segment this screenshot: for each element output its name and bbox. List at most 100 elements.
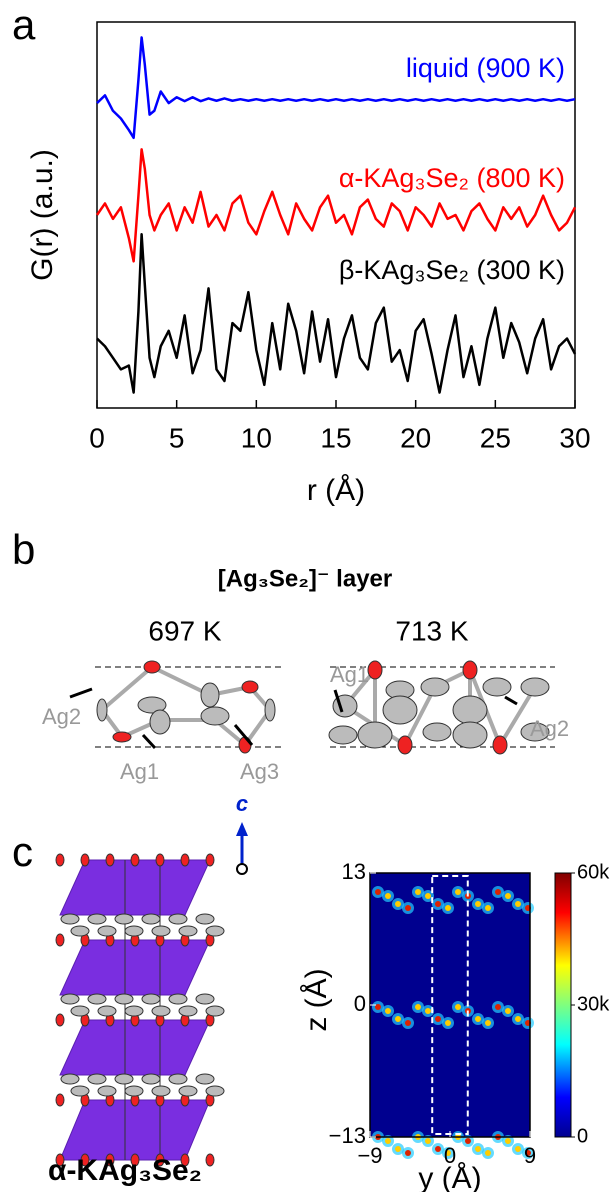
atom — [70, 1005, 90, 1017]
axis-arrow — [236, 822, 248, 836]
atom — [80, 853, 90, 867]
atom — [97, 925, 117, 937]
caption: α-KAg₃Se₂ — [48, 1154, 202, 1187]
atom-label: Ag2 — [42, 704, 81, 729]
atom — [195, 913, 215, 925]
atom — [205, 925, 225, 937]
density-core — [495, 889, 501, 895]
density-core — [445, 1020, 451, 1026]
atom — [114, 1073, 134, 1085]
data-line — [96, 36, 576, 140]
density-core — [515, 1146, 521, 1152]
atom — [97, 1085, 117, 1097]
x-tick-label: 9 — [524, 1143, 536, 1168]
atom — [124, 1085, 144, 1097]
series-label: α-KAg₃Se₂ (800 K) — [339, 163, 565, 193]
panel-label: c — [12, 828, 33, 875]
atom — [141, 913, 161, 925]
density-core — [445, 905, 451, 911]
density-core — [445, 1150, 451, 1156]
density-core — [485, 1150, 491, 1156]
x-tick-label: 25 — [480, 422, 511, 453]
atom — [180, 853, 190, 867]
atom — [87, 913, 107, 925]
density-core — [385, 893, 391, 899]
atom — [87, 1073, 107, 1085]
density-core — [435, 1146, 441, 1152]
y-tick-label: 0 — [354, 991, 366, 1016]
atom — [130, 1153, 140, 1167]
density-core — [435, 1016, 441, 1022]
colorbar — [554, 872, 572, 1138]
density-core — [425, 893, 431, 899]
x-tick-label: 5 — [169, 422, 185, 453]
atom — [60, 1073, 80, 1085]
density-core — [515, 901, 521, 907]
x-tick-label: −9 — [357, 1143, 382, 1168]
atom — [151, 1005, 171, 1017]
atom — [168, 913, 188, 925]
x-tick-label: 30 — [559, 422, 590, 453]
atom — [124, 925, 144, 937]
atom-label: Ag2 — [530, 716, 569, 741]
atom — [178, 1085, 198, 1097]
atom — [55, 853, 65, 867]
density-core — [475, 1016, 481, 1022]
y-tick-label: 13 — [342, 859, 366, 884]
density-core — [405, 1020, 411, 1026]
x-tick-label: 15 — [320, 422, 351, 453]
x-tick-label: 10 — [241, 422, 272, 453]
density-core — [405, 1150, 411, 1156]
atom — [124, 1005, 144, 1017]
atom — [114, 913, 134, 925]
colorbar-tick-label: 60k — [577, 861, 610, 883]
density-core — [455, 889, 461, 895]
crystal-structure — [55, 853, 225, 1167]
atom — [168, 993, 188, 1005]
panel-label: a — [12, 1, 36, 48]
density-core — [505, 893, 511, 899]
density-core — [505, 1008, 511, 1014]
temperature: 713 K — [395, 615, 468, 646]
structure-right — [328, 660, 555, 755]
series-label: liquid (900 K) — [406, 53, 565, 83]
density-core — [395, 1146, 401, 1152]
atom — [55, 1093, 65, 1107]
atom — [195, 1073, 215, 1085]
density-core — [485, 1020, 491, 1026]
density-core — [485, 905, 491, 911]
density-core — [415, 1004, 421, 1010]
y-tick-label: −13 — [329, 1123, 366, 1148]
atom — [114, 993, 134, 1005]
density-core — [475, 1146, 481, 1152]
atom — [130, 853, 140, 867]
atom — [55, 1153, 65, 1167]
density-core — [405, 905, 411, 911]
atom — [55, 1013, 65, 1027]
density-core — [385, 1008, 391, 1014]
atom — [178, 1005, 198, 1017]
density-core — [425, 1138, 431, 1144]
atom — [60, 913, 80, 925]
atom — [70, 925, 90, 937]
density-core — [395, 901, 401, 907]
density-core — [435, 901, 441, 907]
data-line — [95, 148, 577, 263]
density-core — [505, 1138, 511, 1144]
x-tick-label: 0 — [89, 422, 105, 453]
atom — [168, 1073, 188, 1085]
atom — [80, 1153, 90, 1167]
density-core — [465, 1138, 471, 1144]
atom — [141, 993, 161, 1005]
density-core — [525, 1150, 531, 1156]
atom — [205, 1085, 225, 1097]
density-core — [395, 1016, 401, 1022]
atom — [151, 1085, 171, 1097]
atom-label: Ag3 — [240, 759, 279, 784]
temperature: 697 K — [148, 615, 221, 646]
density-core — [455, 1004, 461, 1010]
atom — [155, 853, 165, 867]
atom — [205, 1005, 225, 1017]
atom — [105, 1153, 115, 1167]
atom — [97, 1005, 117, 1017]
